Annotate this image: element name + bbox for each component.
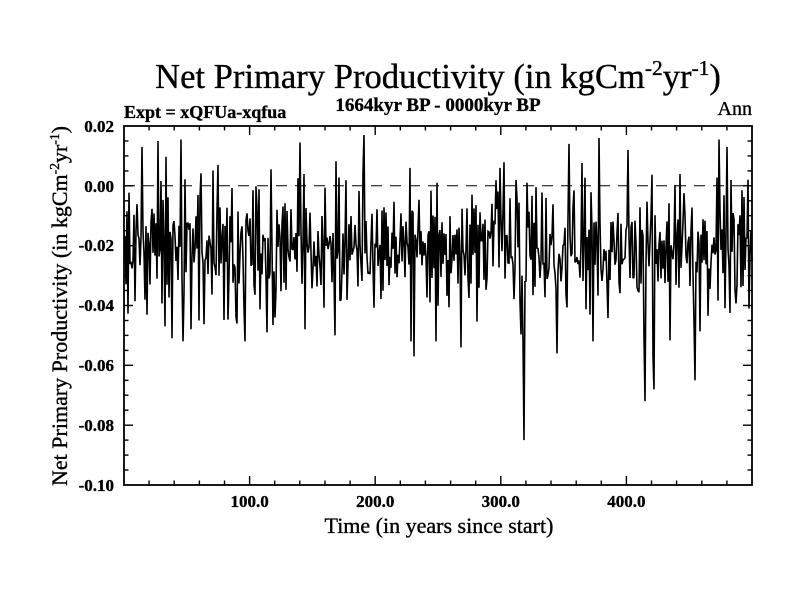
svg-text:Net Primary Productivity (in k: Net Primary Productivity (in kgCm-2yr-1) — [155, 56, 721, 96]
svg-text:-0.04: -0.04 — [79, 296, 115, 315]
svg-text:Net Primary Productivity (in k: Net Primary Productivity (in kgCm-2yr-1) — [47, 126, 72, 486]
svg-text:-0.10: -0.10 — [79, 476, 114, 495]
svg-text:200.0: 200.0 — [356, 492, 394, 511]
svg-text:Expt = xQFUa-xqfua: Expt = xQFUa-xqfua — [124, 102, 286, 122]
svg-text:1664kyr BP - 0000kyr BP: 1664kyr BP - 0000kyr BP — [335, 95, 541, 116]
svg-text:-0.02: -0.02 — [79, 236, 114, 255]
svg-text:Ann: Ann — [718, 98, 752, 120]
svg-text:400.0: 400.0 — [607, 492, 645, 511]
svg-text:Time (in years since start): Time (in years since start) — [325, 513, 554, 538]
svg-text:-0.08: -0.08 — [79, 416, 114, 435]
svg-text:0.00: 0.00 — [84, 177, 114, 196]
svg-text:0.02: 0.02 — [84, 117, 114, 136]
svg-text:300.0: 300.0 — [482, 492, 520, 511]
svg-text:100.0: 100.0 — [230, 492, 268, 511]
svg-text:-0.06: -0.06 — [79, 356, 114, 375]
